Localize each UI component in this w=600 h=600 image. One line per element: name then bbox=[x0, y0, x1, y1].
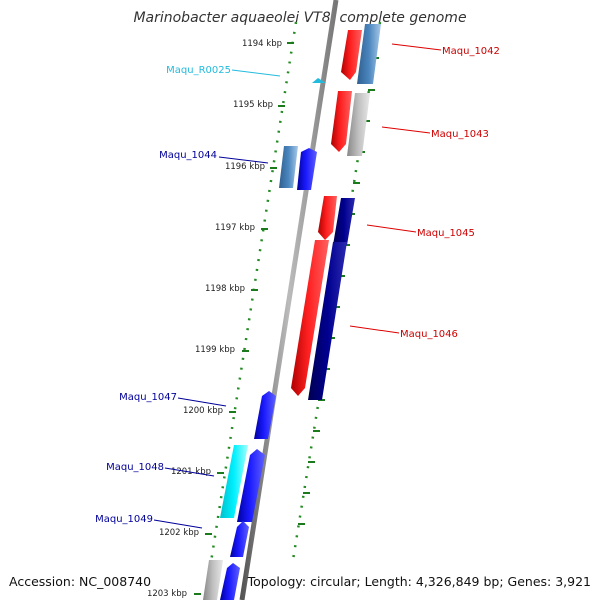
callout-maqu-1045 bbox=[366, 224, 417, 233]
tick-label: 1203 kbp bbox=[147, 589, 187, 599]
gene-label-maqu-1043[interactable]: Maqu_1043 bbox=[431, 129, 489, 140]
callout-maqu-1042 bbox=[391, 43, 442, 51]
callout-maqu-1043 bbox=[381, 126, 431, 134]
callout-maqu-r0025 bbox=[231, 69, 281, 77]
gene-maqu-1043-forward[interactable] bbox=[331, 91, 352, 152]
gene-maqu-1046-navy[interactable] bbox=[308, 242, 347, 400]
tick-label: 1202 kbp bbox=[159, 528, 199, 538]
gene-maqu-1046-forward[interactable] bbox=[291, 240, 329, 396]
gene-maqu-1048-reverse[interactable] bbox=[237, 449, 265, 522]
callout-lines bbox=[153, 43, 442, 529]
gene-maqu-r0025[interactable] bbox=[312, 78, 326, 83]
gene-maqu-1048-rna[interactable] bbox=[220, 445, 248, 518]
tick-labels: 1194 kbp 1195 kbp 1196 kbp 1197 kbp 1198… bbox=[147, 39, 282, 599]
gene-maqu-1042-forward[interactable] bbox=[341, 30, 362, 80]
tick-label: 1195 kbp bbox=[233, 100, 273, 110]
tick-marks bbox=[194, 42, 294, 595]
tick-label: 1194 kbp bbox=[242, 39, 282, 49]
gene-labels: Maqu_1042 Maqu_R0025 Maqu_1043 Maqu_1044… bbox=[95, 46, 500, 525]
gene-maqu-1044-reverse[interactable] bbox=[297, 148, 317, 190]
gene-maqu-1047-reverse[interactable] bbox=[254, 391, 276, 439]
callout-maqu-1048 bbox=[164, 467, 215, 477]
gene-maqu-1042-steel[interactable] bbox=[357, 24, 381, 84]
gene-label-maqu-1048[interactable]: Maqu_1048 bbox=[106, 462, 164, 473]
footer-background-right bbox=[258, 573, 596, 590]
callout-maqu-1044 bbox=[218, 156, 269, 164]
gene-label-maqu-1044[interactable]: Maqu_1044 bbox=[159, 150, 217, 161]
callout-maqu-1046 bbox=[349, 325, 400, 334]
tick-label: 1196 kbp bbox=[225, 162, 265, 172]
gene-maqu-1049-reverse[interactable] bbox=[230, 521, 249, 557]
gene-label-maqu-1042[interactable]: Maqu_1042 bbox=[442, 46, 500, 57]
footer-topology: Topology: circular; Length: 4,326,849 bp… bbox=[247, 574, 591, 589]
gene-label-maqu-1046[interactable]: Maqu_1046 bbox=[400, 329, 458, 340]
footer-accession: Accession: NC_008740 bbox=[9, 574, 151, 589]
tick-label: 1199 kbp bbox=[195, 345, 235, 355]
callout-maqu-1047 bbox=[177, 397, 227, 407]
footer-background-left bbox=[6, 573, 152, 590]
gene-maqu-1045-forward[interactable] bbox=[318, 196, 337, 240]
tick-label: 1198 kbp bbox=[205, 284, 245, 294]
gene-label-maqu-1045[interactable]: Maqu_1045 bbox=[417, 228, 475, 239]
tick-label: 1197 kbp bbox=[215, 223, 255, 233]
gene-label-maqu-r0025[interactable]: Maqu_R0025 bbox=[166, 65, 231, 76]
gene-blue-bottom[interactable] bbox=[220, 563, 240, 600]
chromosome-backbone bbox=[239, 0, 339, 600]
tick-label: 1200 kbp bbox=[183, 406, 223, 416]
gene-gray-bottom[interactable] bbox=[203, 560, 223, 600]
gene-maqu-1043-gray[interactable] bbox=[347, 93, 370, 156]
gene-maqu-1044-steel[interactable] bbox=[279, 146, 298, 188]
callout-maqu-1049 bbox=[153, 519, 203, 529]
gene-maqu-1045-navy[interactable] bbox=[333, 198, 355, 245]
gene-label-maqu-1047[interactable]: Maqu_1047 bbox=[119, 392, 177, 403]
map-title: Marinobacter aquaeolei VT8, complete gen… bbox=[133, 10, 466, 26]
gene-label-maqu-1049[interactable]: Maqu_1049 bbox=[95, 514, 153, 525]
